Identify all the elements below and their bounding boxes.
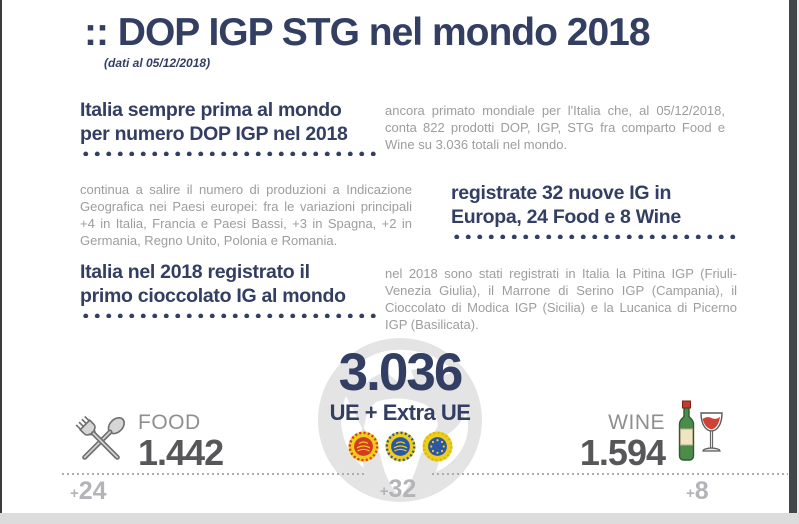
page-title: :: DOP IGP STG nel mondo 2018: [84, 11, 651, 54]
plus-sign: +: [379, 483, 389, 500]
wine-stat-block: WINE 1.594: [555, 411, 666, 473]
plus-sign: +: [70, 485, 79, 502]
dotted-underline: [80, 312, 382, 318]
wine-delta-value: 8: [694, 477, 709, 505]
claim-heading-line: Italia nel 2018 registrato il: [80, 261, 310, 283]
claim-italy-first: Italia sempre prima al mondo per numero …: [80, 99, 382, 156]
claim-chocolate: Italia nel 2018 registrato il primo cioc…: [80, 261, 382, 318]
igp-badge: [385, 431, 415, 462]
dotted-separator: [62, 473, 365, 475]
food-stat-block: FOOD 1.442: [138, 411, 224, 473]
dop-badge: [348, 431, 378, 462]
food-delta: +24: [70, 478, 107, 507]
page-left-border: [0, 0, 2, 524]
food-label: FOOD: [138, 411, 201, 434]
page-right-edge: [797, 0, 799, 524]
wine-delta: +8: [686, 478, 709, 507]
eu-quality-badges: [290, 431, 510, 462]
dotted-underline: [80, 150, 382, 156]
wine-count: 1.594: [579, 432, 666, 473]
dotted-underline: [451, 233, 739, 239]
claim-europe: registrate 32 nuove IG in Europa, 24 Foo…: [451, 182, 739, 239]
food-count: 1.442: [138, 432, 224, 473]
claim-heading-line: primo cioccolato IG al mondo: [80, 284, 346, 307]
scrollbar[interactable]: [789, 0, 797, 524]
wine-bottle-glass-icon: [670, 399, 728, 484]
world-total-block: 3.036 UE + Extra UE: [290, 346, 510, 462]
page-bottom-strip: [0, 513, 799, 524]
claim-heading-line: per numero DOP IGP nel 2018: [80, 122, 348, 145]
total-caption: UE + Extra UE: [329, 400, 471, 425]
claim-heading-line: Italia sempre prima al mondo: [80, 99, 342, 121]
total-count: 3.036: [338, 343, 464, 402]
claim-italy-first-body: ancora primato mondiale per l'Italia che…: [385, 103, 725, 152]
page-subtitle: (dati al 05/12/2018): [104, 56, 211, 70]
claim-heading-line: registrate 32 nuove IG in: [451, 182, 672, 204]
wine-label: WINE: [608, 411, 665, 434]
plus-sign: +: [686, 485, 695, 502]
fork-spoon-icon: [68, 408, 134, 479]
total-delta-value: 32: [388, 475, 417, 503]
total-delta: +32: [368, 476, 428, 505]
dotted-separator: [432, 473, 788, 475]
claim-europe-body: continua a salire il numero di produzion…: [80, 182, 412, 248]
stg-badge: [422, 431, 452, 462]
food-delta-value: 24: [78, 477, 107, 505]
claim-heading-line: Europa, 24 Food e 8 Wine: [451, 205, 681, 228]
claim-chocolate-body: nel 2018 sono stati registrati in Italia…: [385, 266, 737, 332]
